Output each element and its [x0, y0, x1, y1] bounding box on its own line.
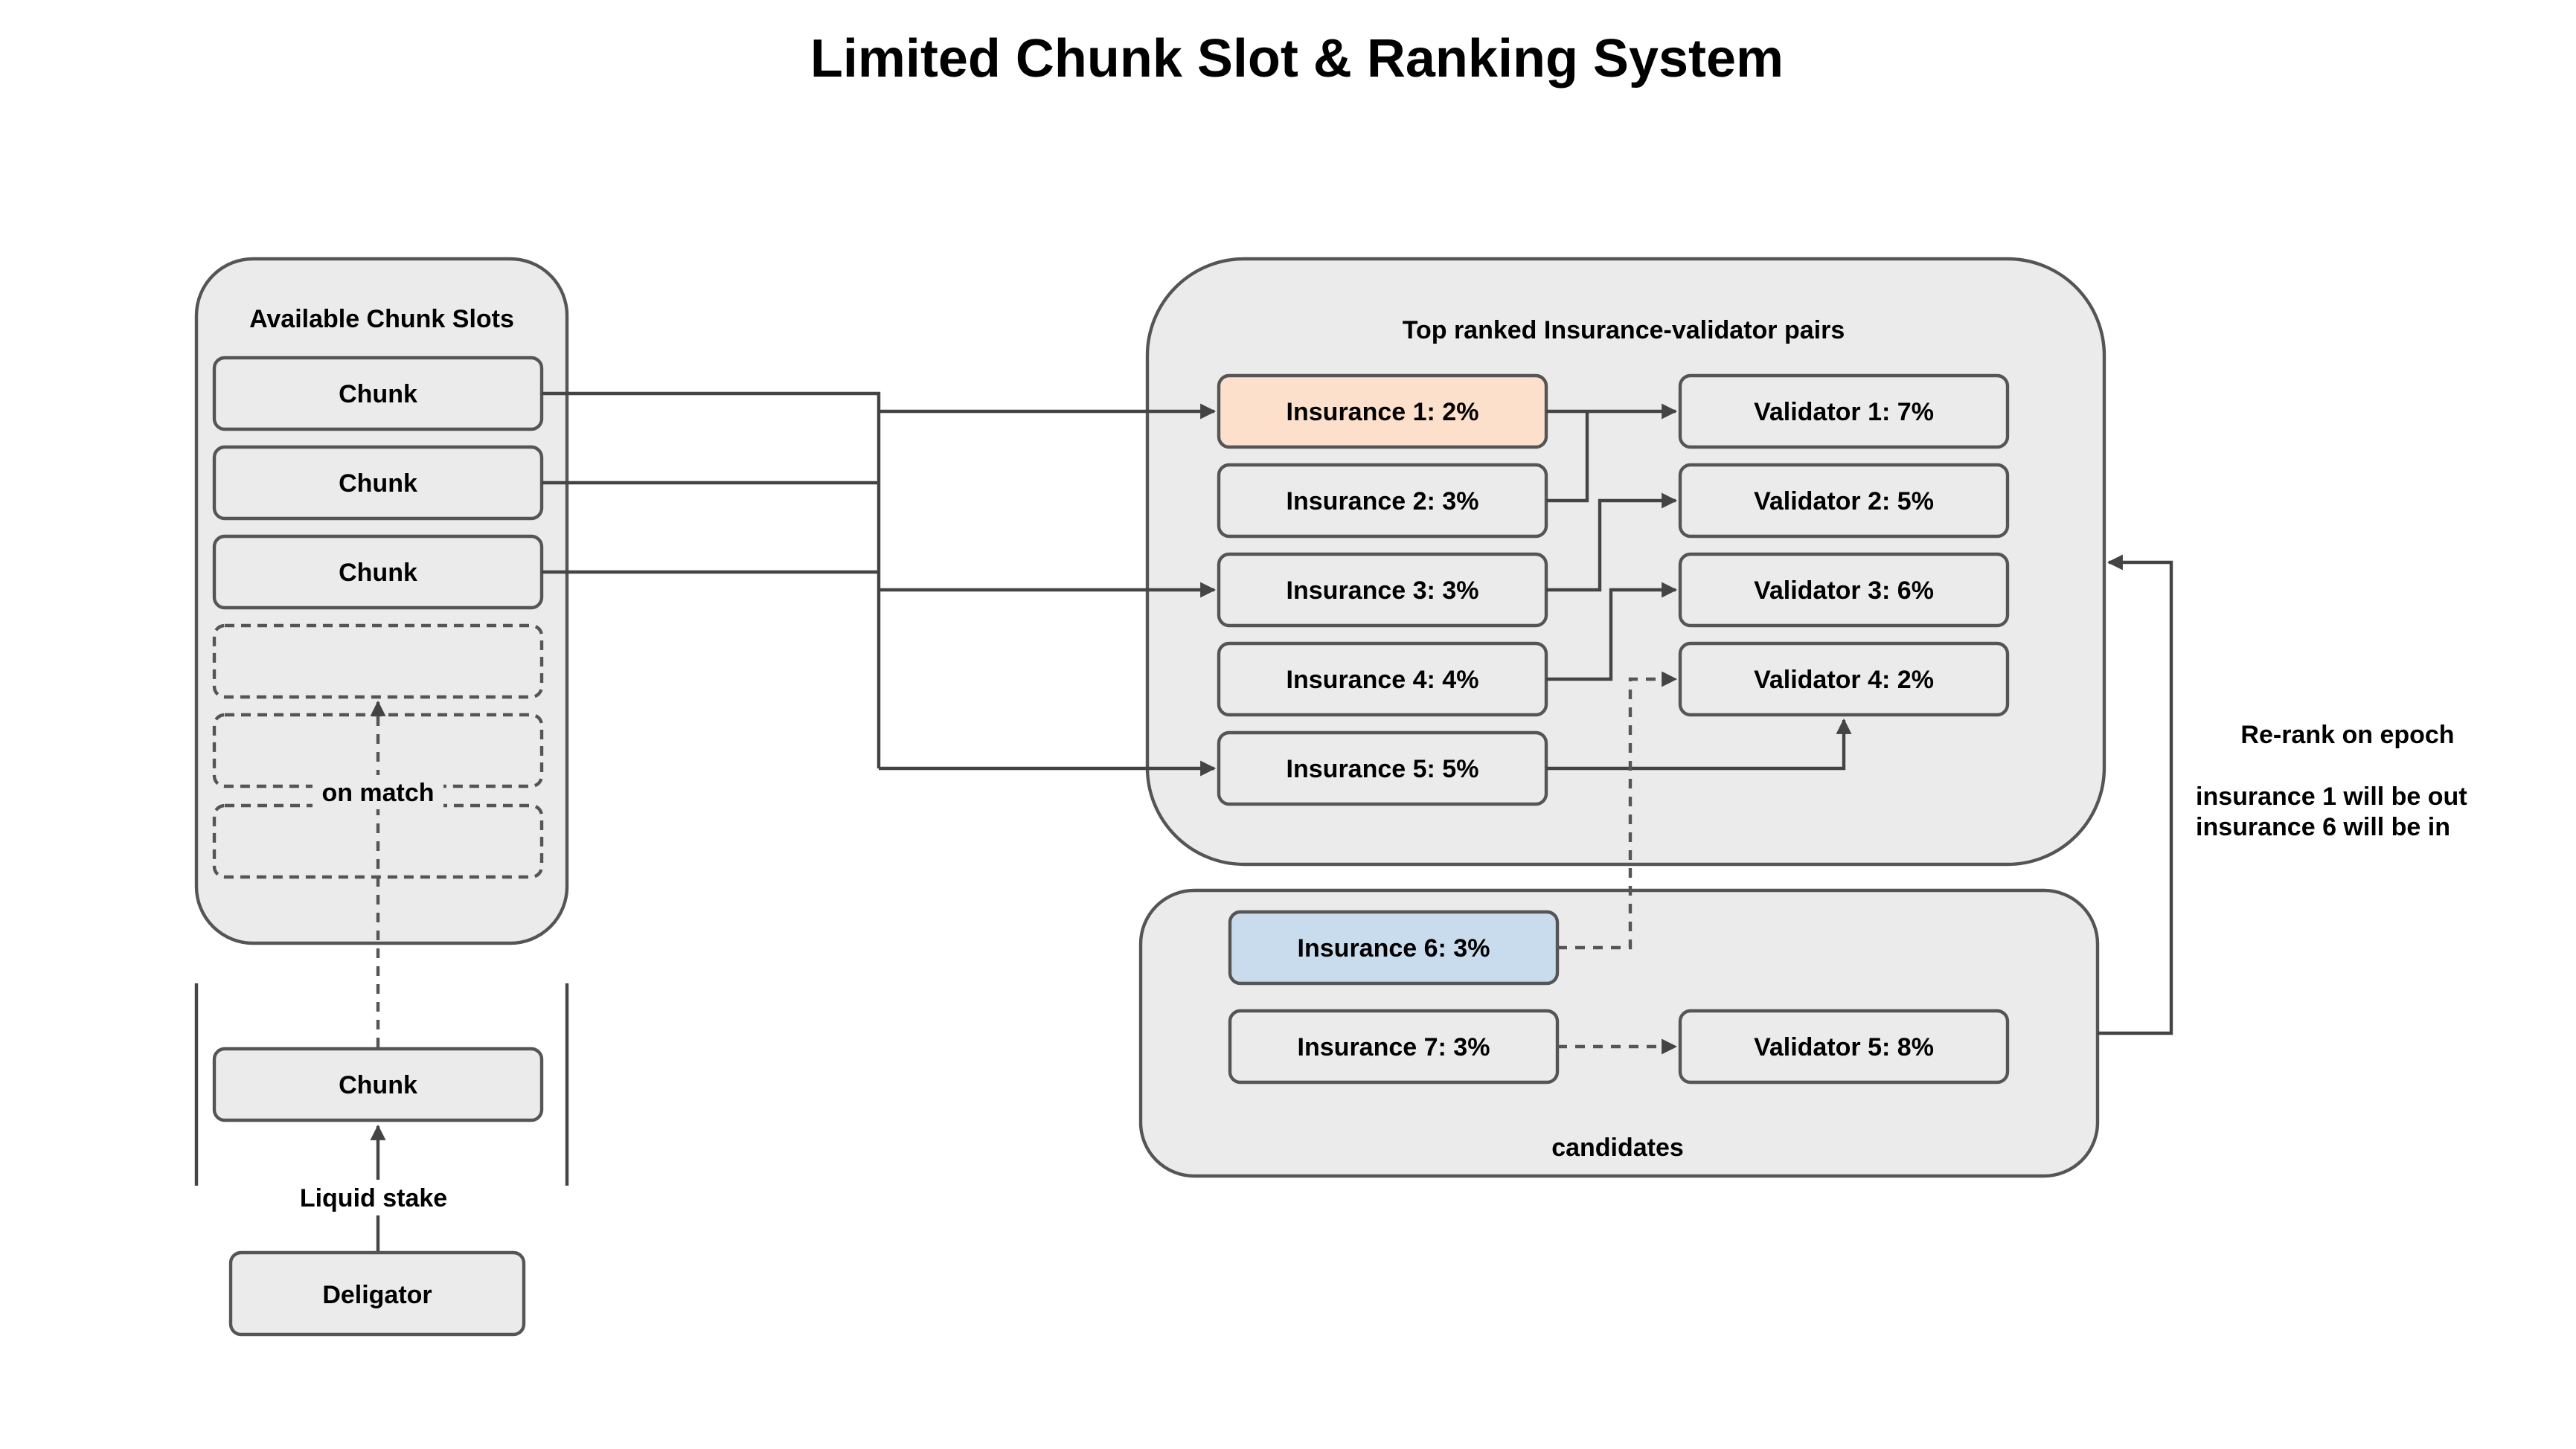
insurance-label: Insurance 1: 2% — [1287, 398, 1479, 426]
chunk-slot-3: Chunk — [212, 534, 544, 610]
insurance-6-box: Insurance 6: 3% — [1228, 910, 1560, 986]
insurance-label: Insurance 4: 4% — [1287, 666, 1479, 694]
insurance-7-box: Insurance 7: 3% — [1228, 1009, 1560, 1085]
rerank-arrow — [2098, 554, 2173, 1035]
chunk-1-connector — [542, 391, 881, 768]
insurance-5-to-validator-4 — [1546, 718, 1852, 771]
rerank-title: Re-rank on epoch — [2240, 721, 2454, 749]
delegator-box: Deligator — [228, 1250, 526, 1337]
delegator-label: Deligator — [322, 1281, 432, 1309]
insurance-label: Insurance 7: 3% — [1298, 1033, 1490, 1061]
chunk-slot-label: Chunk — [339, 469, 417, 498]
insurance-5-box: Insurance 5: 5% — [1217, 730, 1548, 806]
staked-chunk-label: Chunk — [339, 1071, 417, 1099]
insurance-4-to-validator-3 — [1546, 582, 1678, 681]
rerank-line-2: insurance 6 will be in — [2196, 813, 2450, 841]
insurance-4-box: Insurance 4: 4% — [1217, 641, 1548, 717]
insurance-label: Insurance 2: 3% — [1287, 487, 1479, 515]
diagram-title: Limited Chunk Slot & Ranking System — [810, 29, 1784, 89]
validator-label: Validator 5: 8% — [1754, 1033, 1934, 1061]
validator-label: Validator 2: 5% — [1754, 487, 1934, 515]
on-match-label: on match — [321, 779, 434, 807]
chunk-slots-label: Available Chunk Slots — [249, 305, 514, 333]
insurance-label: Insurance 3: 3% — [1287, 576, 1479, 605]
validator-2-box: Validator 2: 5% — [1678, 463, 2010, 539]
liquid-stake-label: Liquid stake — [300, 1184, 447, 1212]
validator-5-box: Validator 5: 8% — [1678, 1009, 2010, 1085]
insurance-3-box: Insurance 3: 3% — [1217, 552, 1548, 628]
insurance-2-box: Insurance 2: 3% — [1217, 463, 1548, 539]
chunk-slot-2: Chunk — [212, 445, 544, 521]
rerank-line-1: insurance 1 will be out — [2196, 783, 2467, 811]
validator-label: Validator 1: 7% — [1754, 398, 1934, 426]
validator-3-box: Validator 3: 6% — [1678, 552, 2010, 628]
insurance-label: Insurance 5: 5% — [1287, 755, 1479, 783]
chunk-slots-container: Available Chunk Slots Chunk Chunk Chunk — [194, 257, 569, 945]
chunk-slot-label: Chunk — [339, 380, 417, 408]
staked-chunk: Chunk — [212, 1047, 544, 1122]
liquid-stake-label-bg — [287, 1180, 469, 1215]
top-ranked-label: Top ranked Insurance-validator pairs — [1403, 316, 1845, 344]
insurance-1-box: Insurance 1: 2% — [1217, 373, 1548, 449]
chunk-slot-1: Chunk — [212, 356, 544, 431]
insurance-3-to-validator-2 — [1546, 492, 1678, 592]
validator-label: Validator 3: 6% — [1754, 576, 1934, 605]
validator-4-box: Validator 4: 2% — [1678, 641, 2010, 717]
empty-slot-1 — [212, 623, 544, 699]
chunk-slot-label: Chunk — [339, 559, 417, 587]
on-match-label-bg — [313, 775, 443, 809]
insurance-label: Insurance 6: 3% — [1298, 934, 1490, 963]
candidates-label: candidates — [1551, 1134, 1684, 1162]
insurance-6-to-validator-4 — [1557, 671, 1678, 950]
insurance-2-to-validator-1 — [1546, 411, 1589, 503]
validator-1-box: Validator 1: 7% — [1678, 373, 2010, 449]
validator-label: Validator 4: 2% — [1754, 666, 1934, 694]
